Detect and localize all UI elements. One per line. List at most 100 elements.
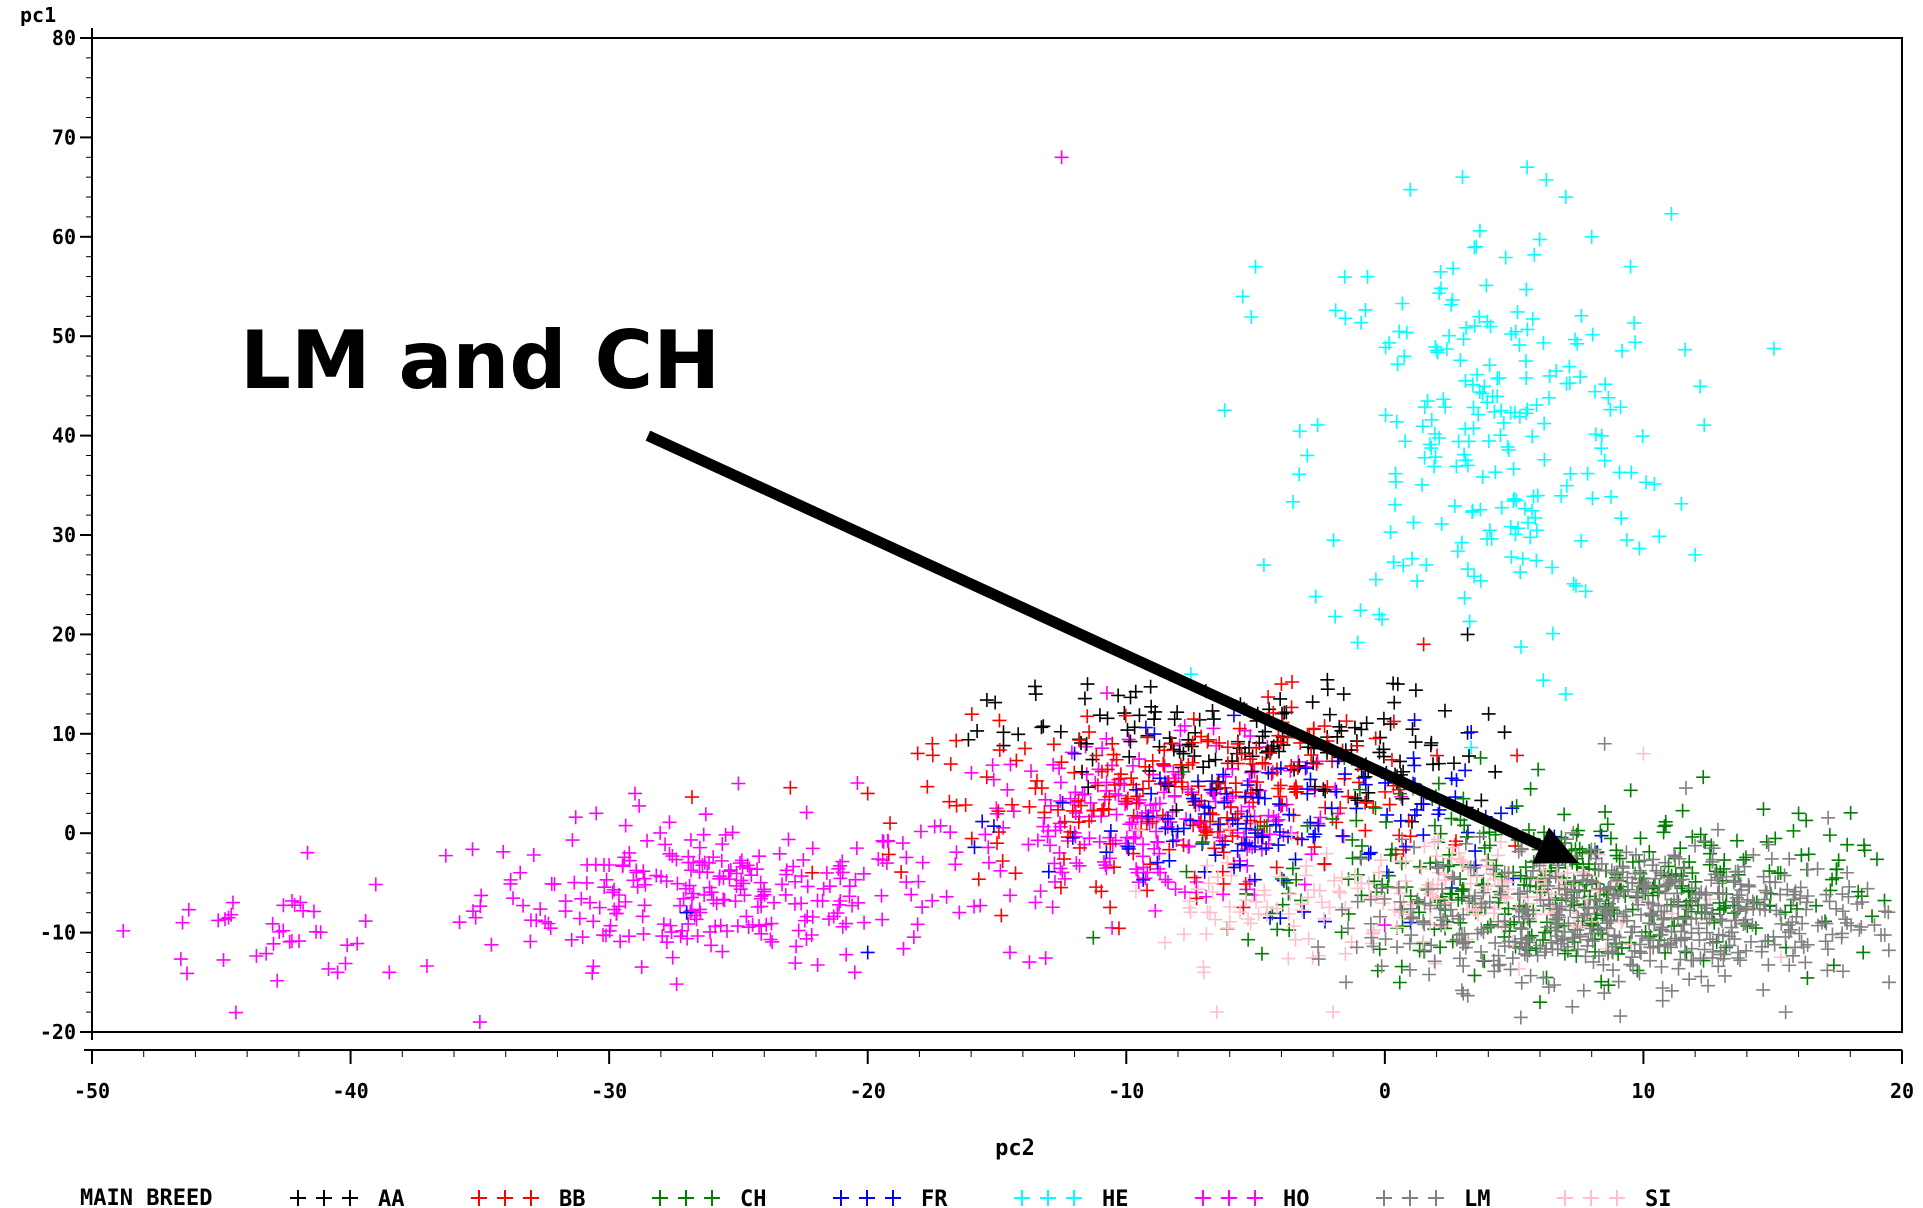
point-lm [1311,940,1326,955]
point-lm [1544,935,1559,950]
point-he [1627,316,1642,331]
point-ho [700,865,715,880]
point-bb [1271,781,1286,796]
point-lm [1597,736,1612,751]
point-lm [1819,887,1834,902]
point-lm [1688,838,1703,853]
point-ho [714,853,729,868]
point-he [1693,379,1708,394]
point-bb [1386,714,1401,729]
point-lm [1782,958,1797,973]
point-ho [1064,745,1079,760]
point-ho [465,904,480,919]
point-lm [1715,913,1730,928]
point-he [1697,418,1712,433]
point-he [1378,340,1393,355]
point-lm [1510,887,1525,902]
point-he [1458,421,1473,436]
point-bb [1284,759,1299,774]
point-bb [1065,803,1080,818]
point-lm [1505,951,1520,966]
point-lm [1391,880,1406,895]
point-bb [1157,743,1172,758]
point-ho [698,807,713,822]
point-ho [628,786,642,801]
point-aa [1460,627,1475,642]
point-lm [1758,883,1773,898]
point-he [1482,358,1497,373]
point-aa [961,732,976,747]
point-he [1664,206,1679,221]
point-bb [1448,837,1463,852]
point-aa [1481,706,1496,721]
point-lm [1719,869,1734,884]
point-lm [1717,947,1732,962]
point-ho [1099,686,1114,701]
point-bb [1258,756,1273,771]
point-bb [1216,876,1231,891]
point-si [1354,876,1369,891]
point-he [1517,501,1532,516]
point-he [1432,286,1447,301]
point-lm [1643,906,1658,921]
point-ho [830,906,845,921]
point-he [1292,467,1307,482]
point-ho [1082,831,1097,846]
point-lm [1702,932,1717,947]
point-ho [473,899,488,914]
point-ho [913,824,928,839]
point-ho [848,872,863,887]
point-si [1286,919,1301,934]
point-lm [1551,916,1566,931]
point-aa [1034,720,1049,735]
point-he [1513,565,1528,580]
point-aa [1143,679,1158,694]
point-si [1251,906,1266,921]
point-lm [1593,881,1608,896]
legend-marker-bb [523,1190,539,1206]
point-fr [1493,806,1508,821]
point-ho [358,914,373,929]
point-ho [797,913,812,928]
y-tick-label: 80 [52,26,76,50]
point-he [1397,349,1412,364]
point-lm [1572,882,1587,897]
point-ho [967,899,982,914]
point-lm [1676,917,1691,932]
point-fr [967,840,982,855]
point-lm [1407,840,1422,855]
point-lm [1631,897,1646,912]
point-si [1182,894,1197,909]
point-ho [472,1015,487,1030]
point-ch [1459,829,1474,844]
point-bb [1111,921,1126,936]
point-ch [1799,813,1814,828]
point-he [1372,607,1387,622]
point-he [1473,502,1488,517]
point-si [1347,868,1362,883]
point-lm [1404,911,1419,926]
point-ch [1825,872,1840,887]
point-ho [597,880,612,895]
point-ho [680,931,695,946]
point-bb [1082,813,1097,828]
point-lm [1612,930,1627,945]
point-he [1417,400,1432,415]
point-aa [1184,739,1199,754]
point-ch [1612,874,1627,889]
point-si [1414,861,1429,876]
point-fr [1248,839,1262,854]
point-bb [1017,741,1032,756]
point-ch [1783,898,1798,913]
point-ho [729,866,744,881]
point-lm [1729,913,1744,928]
point-lm [1514,842,1529,857]
point-he [1498,250,1513,265]
point-ho [993,863,1008,878]
point-he [1521,515,1536,530]
point-bb [1090,778,1105,793]
point-lm [1616,884,1631,899]
point-ch [1768,831,1783,846]
point-ho [585,966,600,981]
